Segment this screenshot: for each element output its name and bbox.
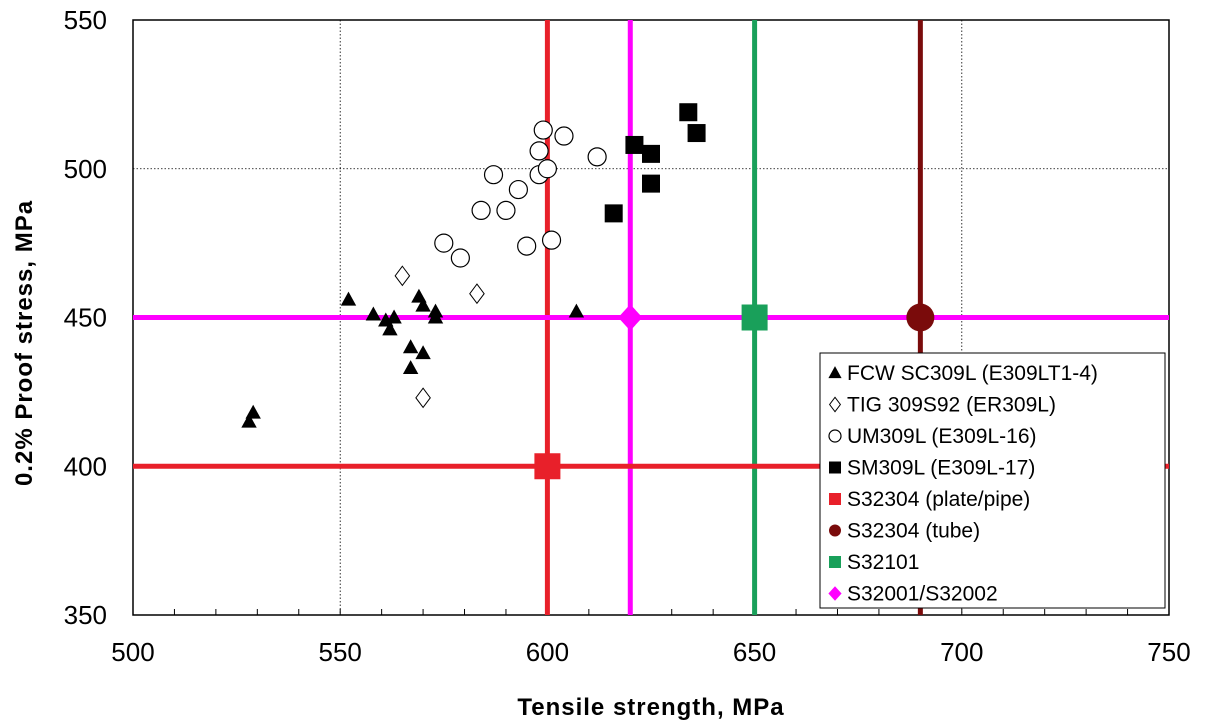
- data-point-3: [541, 230, 562, 250]
- data-point-4: [687, 124, 706, 143]
- x-tick-labels: 500 550 600 650 700 750: [111, 637, 1190, 667]
- legend-item: FCW SC309L (E309LT1-4): [828, 362, 1098, 385]
- data-point-5: [534, 453, 561, 480]
- data-point-2: [469, 283, 485, 305]
- data-point-2: [394, 265, 411, 287]
- legend-label: S32304 (tube): [847, 520, 980, 543]
- data-point-3: [483, 165, 504, 185]
- minor-ticks: [132, 609, 1170, 615]
- data-point-4: [642, 174, 660, 193]
- y-axis-title: 0.2% Proof stress, MPa: [11, 200, 38, 486]
- x-tick-label: 500: [111, 637, 154, 667]
- legend-marker: [829, 524, 841, 537]
- data-point-1: [382, 321, 398, 336]
- data-point-1: [245, 404, 261, 419]
- legend-item: TIG 309S92 (ER309L): [828, 394, 1056, 417]
- legend-box: [819, 352, 1166, 609]
- y-tick-label: 450: [64, 303, 107, 333]
- data-point-1: [402, 360, 419, 375]
- data-point-3: [434, 233, 454, 253]
- legend-item: S32304 (plate/pipe): [829, 488, 1030, 511]
- legend-marker: [828, 396, 842, 413]
- data-point-1: [568, 303, 585, 318]
- data-points: [241, 103, 935, 480]
- legend-label: TIG 309S92 (ER309L): [847, 394, 1056, 417]
- data-point-3: [517, 236, 537, 256]
- data-point-7: [741, 304, 768, 331]
- y-tick-label: 500: [64, 154, 107, 184]
- legend: FCW SC309L (E309LT1-4) TIG 309S92 (ER309L…: [819, 352, 1166, 609]
- legend-label: SM309L (E309L-17): [847, 457, 1035, 480]
- y-tick-labels: 350 400 450 500 550: [64, 5, 107, 630]
- legend-label: S32101: [847, 551, 919, 574]
- data-point-1: [365, 306, 382, 321]
- data-point-1: [386, 309, 402, 324]
- y-tick-label: 550: [64, 5, 107, 35]
- legend-item: S32304 (tube): [829, 520, 980, 543]
- data-point-3: [529, 141, 549, 161]
- legend-marker: [828, 429, 842, 443]
- x-tick-label: 700: [940, 637, 983, 667]
- legend-label: UM309L (E309L-16): [847, 425, 1037, 448]
- data-point-3: [450, 248, 470, 268]
- legend-label: FCW SC309L (E309LT1-4): [847, 362, 1098, 385]
- data-point-1: [415, 345, 431, 360]
- legend-label: S32304 (plate/pipe): [847, 488, 1030, 511]
- y-tick-label: 400: [64, 451, 107, 481]
- data-point-3: [537, 159, 558, 179]
- x-tick-label: 650: [733, 637, 776, 667]
- data-point-3: [554, 126, 574, 146]
- legend-item: S32001/S32002: [828, 583, 998, 606]
- x-axis-title: Tensile strength, MPa: [517, 694, 784, 721]
- y-tick-label: 350: [64, 600, 107, 630]
- x-tick-label: 600: [526, 637, 569, 667]
- data-point-2: [415, 387, 431, 409]
- data-point-1: [241, 413, 257, 428]
- legend-marker: [829, 493, 841, 505]
- data-point-6: [906, 303, 935, 332]
- x-tick-label: 750: [1147, 637, 1190, 667]
- data-point-1: [402, 339, 419, 354]
- data-point-4: [642, 144, 660, 163]
- data-point-3: [533, 120, 553, 140]
- x-tick-label: 550: [319, 637, 362, 667]
- data-point-4: [604, 204, 623, 223]
- legend-item: S32101: [829, 551, 919, 574]
- data-point-4: [625, 135, 644, 154]
- legend-marker: [829, 556, 841, 568]
- data-point-8: [618, 304, 643, 331]
- data-point-3: [508, 179, 528, 200]
- data-point-4: [679, 103, 698, 122]
- data-point-3: [471, 200, 491, 220]
- data-point-1: [340, 291, 357, 306]
- data-point-1: [415, 297, 431, 312]
- legend-item: SM309L (E309L-17): [829, 457, 1035, 480]
- legend-item: UM309L (E309L-16): [828, 425, 1037, 448]
- legend-marker: [828, 366, 842, 379]
- legend-label: S32001/S32002: [847, 583, 998, 606]
- data-point-3: [587, 147, 607, 167]
- legend-marker: [828, 586, 842, 601]
- data-point-3: [496, 200, 516, 220]
- data-point-1: [427, 309, 444, 324]
- legend-marker: [829, 461, 841, 474]
